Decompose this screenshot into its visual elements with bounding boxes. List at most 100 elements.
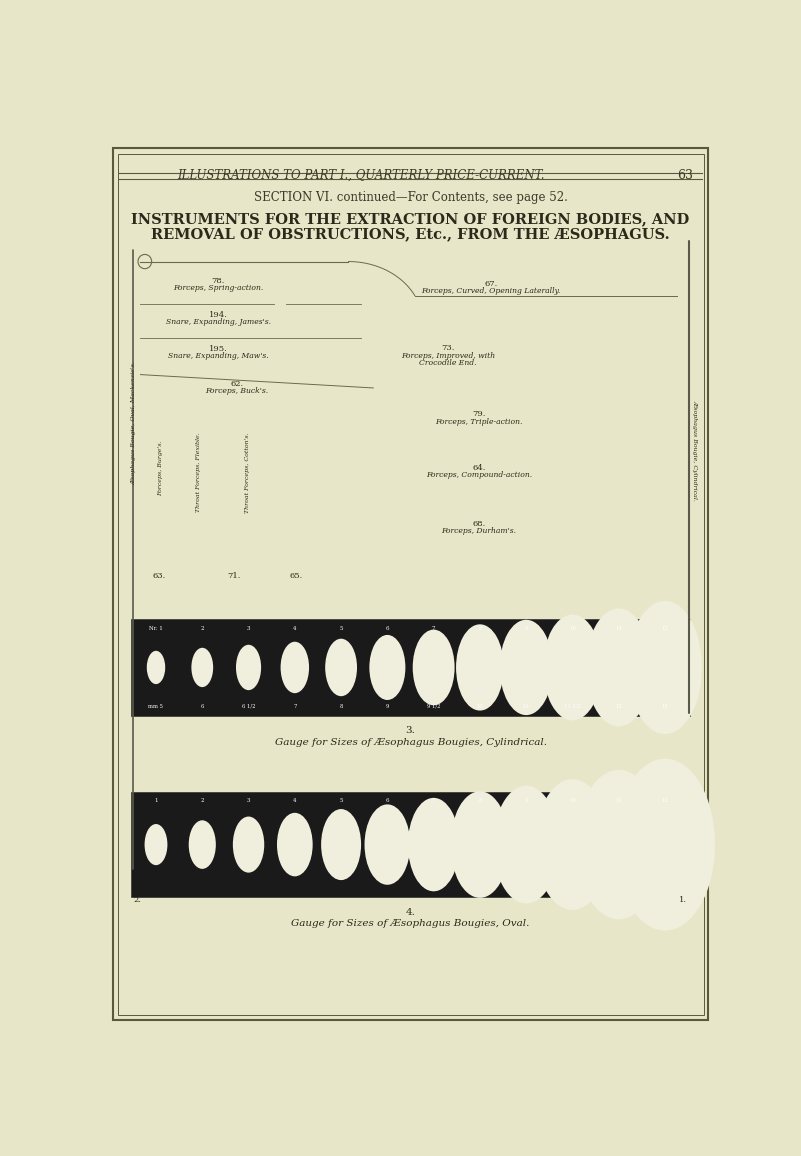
Text: 2: 2 <box>200 627 204 631</box>
Ellipse shape <box>413 630 455 705</box>
Ellipse shape <box>456 624 504 711</box>
Ellipse shape <box>321 809 361 880</box>
Text: REMOVAL OF OBSTRUCTIONS, Etc., FROM THE ÆSOPHAGUS.: REMOVAL OF OBSTRUCTIONS, Etc., FROM THE … <box>151 227 670 240</box>
Text: 11: 11 <box>615 799 622 803</box>
Text: Snare, Expanding, Maw's.: Snare, Expanding, Maw's. <box>167 351 268 360</box>
Text: 7: 7 <box>293 704 296 709</box>
Text: 12: 12 <box>662 799 669 803</box>
FancyBboxPatch shape <box>112 148 708 1020</box>
Ellipse shape <box>451 792 509 898</box>
Ellipse shape <box>500 620 553 716</box>
Ellipse shape <box>191 647 213 687</box>
Text: 63.: 63. <box>152 571 166 579</box>
Text: 11-: 11- <box>522 704 530 709</box>
Text: Æsophagus Bougie, Oval, Mackenzie's.: Æsophagus Bougie, Oval, Mackenzie's. <box>132 362 137 486</box>
Text: 9: 9 <box>386 704 389 709</box>
Text: 7: 7 <box>432 627 436 631</box>
Ellipse shape <box>615 758 715 931</box>
Text: 73.: 73. <box>441 343 454 351</box>
FancyBboxPatch shape <box>118 154 703 1015</box>
Text: Forceps, Curved, Opening Laterally.: Forceps, Curved, Opening Laterally. <box>421 287 561 295</box>
Ellipse shape <box>535 779 610 910</box>
Ellipse shape <box>325 639 357 696</box>
Text: 9: 9 <box>525 627 528 631</box>
Text: 1: 1 <box>155 799 158 803</box>
Ellipse shape <box>628 601 702 734</box>
Ellipse shape <box>408 798 459 891</box>
Bar <box>125 237 696 717</box>
Text: INSTRUMENTS FOR THE EXTRACTION OF FOREIGN BODIES, AND: INSTRUMENTS FOR THE EXTRACTION OF FOREIG… <box>131 212 690 225</box>
Ellipse shape <box>189 821 215 869</box>
Text: 1.: 1. <box>678 896 686 904</box>
Text: 3: 3 <box>247 627 250 631</box>
Ellipse shape <box>277 813 312 876</box>
Ellipse shape <box>233 816 264 873</box>
Text: Crocodile End.: Crocodile End. <box>419 358 477 366</box>
Text: 8: 8 <box>478 627 481 631</box>
Text: 10: 10 <box>569 799 576 803</box>
Text: 6 1/2: 6 1/2 <box>242 704 256 709</box>
Text: 64.: 64. <box>472 464 485 472</box>
Text: 78.: 78. <box>211 277 225 284</box>
Ellipse shape <box>364 805 410 884</box>
Ellipse shape <box>144 824 167 865</box>
Text: 71.: 71. <box>227 571 240 579</box>
Text: 4: 4 <box>293 799 296 803</box>
Text: Forceps, Improved, with: Forceps, Improved, with <box>400 351 495 360</box>
Text: 67.: 67. <box>485 280 498 288</box>
Ellipse shape <box>543 615 602 720</box>
Ellipse shape <box>576 770 662 919</box>
Text: Forceps, Burge's.: Forceps, Burge's. <box>159 440 163 496</box>
Text: 68.: 68. <box>472 520 485 528</box>
Text: mm 5: mm 5 <box>148 704 163 709</box>
Text: 8: 8 <box>478 799 481 803</box>
Text: Gauge for Sizes of Æsophagus Bougies, Cylindrical.: Gauge for Sizes of Æsophagus Bougies, Cy… <box>275 738 546 747</box>
Text: 12: 12 <box>615 704 622 709</box>
Text: 6: 6 <box>200 704 204 709</box>
Ellipse shape <box>586 608 651 726</box>
Text: Snare, Expanding, James's.: Snare, Expanding, James's. <box>166 318 271 326</box>
Text: 63: 63 <box>677 169 693 183</box>
Ellipse shape <box>147 651 165 684</box>
Text: 5: 5 <box>340 627 343 631</box>
Text: 4.: 4. <box>405 907 416 917</box>
Text: Throat Forceps, Cotton's.: Throat Forceps, Cotton's. <box>245 432 251 513</box>
Text: Forceps, Durham's.: Forceps, Durham's. <box>441 527 517 535</box>
Text: Nr. 1: Nr. 1 <box>149 627 163 631</box>
Text: 5: 5 <box>340 799 343 803</box>
Bar <box>131 792 690 897</box>
Text: 7: 7 <box>432 799 436 803</box>
Text: 13: 13 <box>662 704 668 709</box>
Text: 6: 6 <box>385 627 389 631</box>
Ellipse shape <box>236 645 261 690</box>
Text: 8: 8 <box>340 704 343 709</box>
Text: 65.: 65. <box>289 571 302 579</box>
Text: 6: 6 <box>385 799 389 803</box>
Text: 10: 10 <box>569 627 576 631</box>
Ellipse shape <box>493 786 559 904</box>
Text: Forceps, Triple-action.: Forceps, Triple-action. <box>435 417 522 425</box>
Text: 11 1/2: 11 1/2 <box>564 704 581 709</box>
Text: Gauge for Sizes of Æsophagus Bougies, Oval.: Gauge for Sizes of Æsophagus Bougies, Ov… <box>292 919 529 928</box>
Text: ILLUSTRATIONS TO PART I., QUARTERLY PRICE-CURRENT.: ILLUSTRATIONS TO PART I., QUARTERLY PRIC… <box>177 169 545 183</box>
Ellipse shape <box>369 635 405 701</box>
Text: 3: 3 <box>247 799 250 803</box>
Text: 12: 12 <box>662 627 669 631</box>
Text: 10: 10 <box>477 704 483 709</box>
Text: 9: 9 <box>525 799 528 803</box>
Text: Forceps, Compound-action.: Forceps, Compound-action. <box>426 470 532 479</box>
Text: 195.: 195. <box>209 344 227 353</box>
Text: 9 1/2: 9 1/2 <box>427 704 441 709</box>
Text: 2.: 2. <box>133 896 141 904</box>
Text: Forceps, Spring-action.: Forceps, Spring-action. <box>173 284 264 292</box>
Text: 194.: 194. <box>208 311 227 319</box>
Text: 3.: 3. <box>405 726 416 735</box>
Text: 79.: 79. <box>472 410 485 418</box>
Text: 2: 2 <box>200 799 204 803</box>
Bar <box>131 620 690 716</box>
Text: 62.: 62. <box>230 380 244 388</box>
Text: Forceps, Buck's.: Forceps, Buck's. <box>205 387 268 395</box>
Text: 4: 4 <box>293 627 296 631</box>
Text: Throat Forceps, Flexible.: Throat Forceps, Flexible. <box>195 432 201 512</box>
Text: Æsophagus Bougie, Cylindrical.: Æsophagus Bougie, Cylindrical. <box>692 400 698 501</box>
